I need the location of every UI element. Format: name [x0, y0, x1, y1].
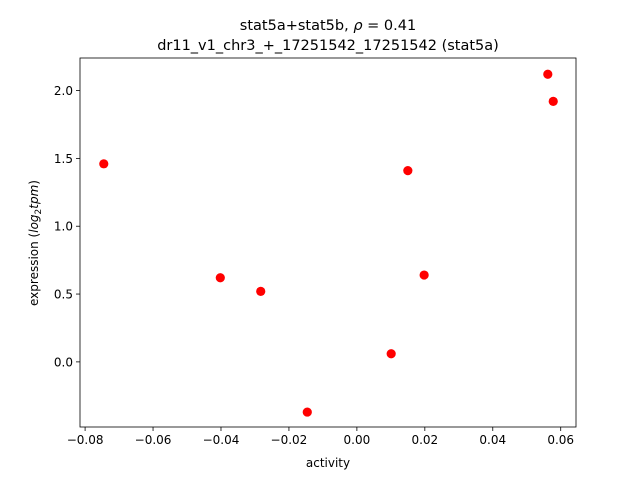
scatter-point: [256, 286, 266, 296]
scatter-point: [543, 69, 553, 79]
x-tick-label: 0.06: [547, 433, 574, 447]
y-tick-label: 0.0: [54, 355, 73, 369]
chart-title-line2: dr11_v1_chr3_+_17251542_17251542 (stat5a…: [157, 38, 499, 54]
x-tick-label: 0.04: [479, 433, 506, 447]
scatter-point: [403, 165, 413, 176]
x-tick-label: −0.08: [67, 433, 104, 447]
y-axis-label: expression (log2tpm): [27, 180, 44, 306]
y-tick-label: 0.5: [54, 288, 73, 302]
plot-area: −0.08 −0.06 −0.04 −0.02 0.00 0.02 0.04 0.06 0.0 0…: [54, 57, 577, 447]
plot-frame: [79, 57, 577, 428]
x-axis-label: activity: [306, 456, 350, 470]
scatter-point: [548, 96, 558, 107]
x-tick-label: 0.02: [411, 433, 438, 447]
x-tick-label: −0.02: [271, 433, 308, 447]
scatter-point: [302, 407, 312, 417]
scatter-point: [99, 159, 109, 169]
y-tick-label: 1.5: [54, 152, 73, 166]
scatter-point: [215, 273, 225, 283]
y-tick-label: 2.0: [54, 84, 73, 98]
plot-background: [80, 58, 576, 427]
scatter-point: [419, 270, 429, 280]
chart-title-line1: stat5a+stat5b, ρ = 0.41: [240, 18, 416, 34]
scatter-point: [386, 349, 396, 359]
x-tick-label: 0.00: [344, 433, 371, 447]
x-tick-label: −0.04: [203, 433, 240, 447]
y-tick-label: 1.0: [54, 220, 73, 234]
x-tick-label: −0.06: [135, 433, 172, 447]
